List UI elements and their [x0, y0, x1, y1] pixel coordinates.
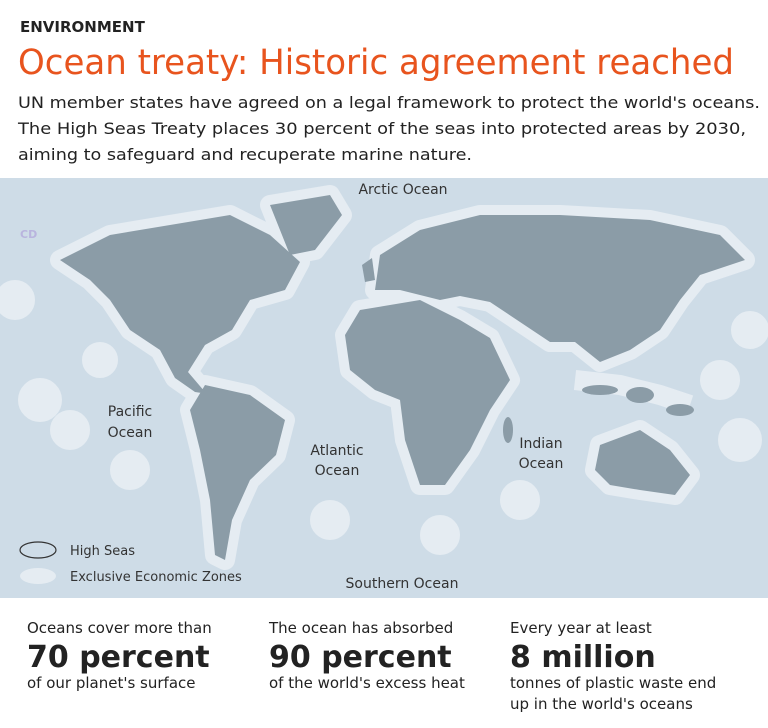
- ocean-label: Indian: [519, 436, 562, 452]
- subtitle-line: aiming to safeguard and recuperate marin…: [18, 145, 472, 164]
- stat-intro: Oceans cover more than: [27, 619, 212, 637]
- stat-figure: 8 million: [510, 640, 656, 675]
- section-label: ENVIRONMENT: [20, 18, 146, 36]
- ocean-label: Southern Ocean: [346, 576, 459, 592]
- legend-label: Exclusive Economic Zones: [70, 570, 242, 585]
- stat-figure: 90 percent: [269, 640, 452, 675]
- ocean-label: Pacific: [108, 404, 153, 420]
- legend-swatch: [20, 568, 56, 584]
- watermark: CD: [20, 228, 37, 241]
- ocean-label: Atlantic: [310, 443, 363, 459]
- stat-description: tonnes of plastic waste end: [510, 674, 716, 692]
- ocean-label: Ocean: [315, 463, 360, 479]
- stats: Oceans cover more than 70 percent of our…: [27, 619, 716, 713]
- stat-description: up in the world's oceans: [510, 695, 693, 713]
- subtitle-line: UN member states have agreed on a legal …: [18, 93, 760, 112]
- ocean-label: Arctic Ocean: [358, 182, 447, 198]
- stat-description: of our planet's surface: [27, 674, 196, 692]
- stat-intro: Every year at least: [510, 619, 652, 637]
- legend-swatch: [19, 541, 57, 559]
- land: [60, 195, 745, 560]
- map: CD Arctic Ocean Pacific Ocean Atlantic O…: [0, 178, 768, 598]
- legend-label: High Seas: [70, 544, 135, 559]
- ocean-label: Ocean: [519, 456, 564, 472]
- title: Ocean treaty: Historic agreement reached: [18, 43, 734, 83]
- stat-intro: The ocean has absorbed: [268, 619, 453, 637]
- stat-description: of the world's excess heat: [269, 674, 465, 692]
- stat-figure: 70 percent: [27, 640, 210, 675]
- subtitle-line: The High Seas Treaty places 30 percent o…: [17, 119, 746, 138]
- ocean-label: Ocean: [108, 425, 153, 441]
